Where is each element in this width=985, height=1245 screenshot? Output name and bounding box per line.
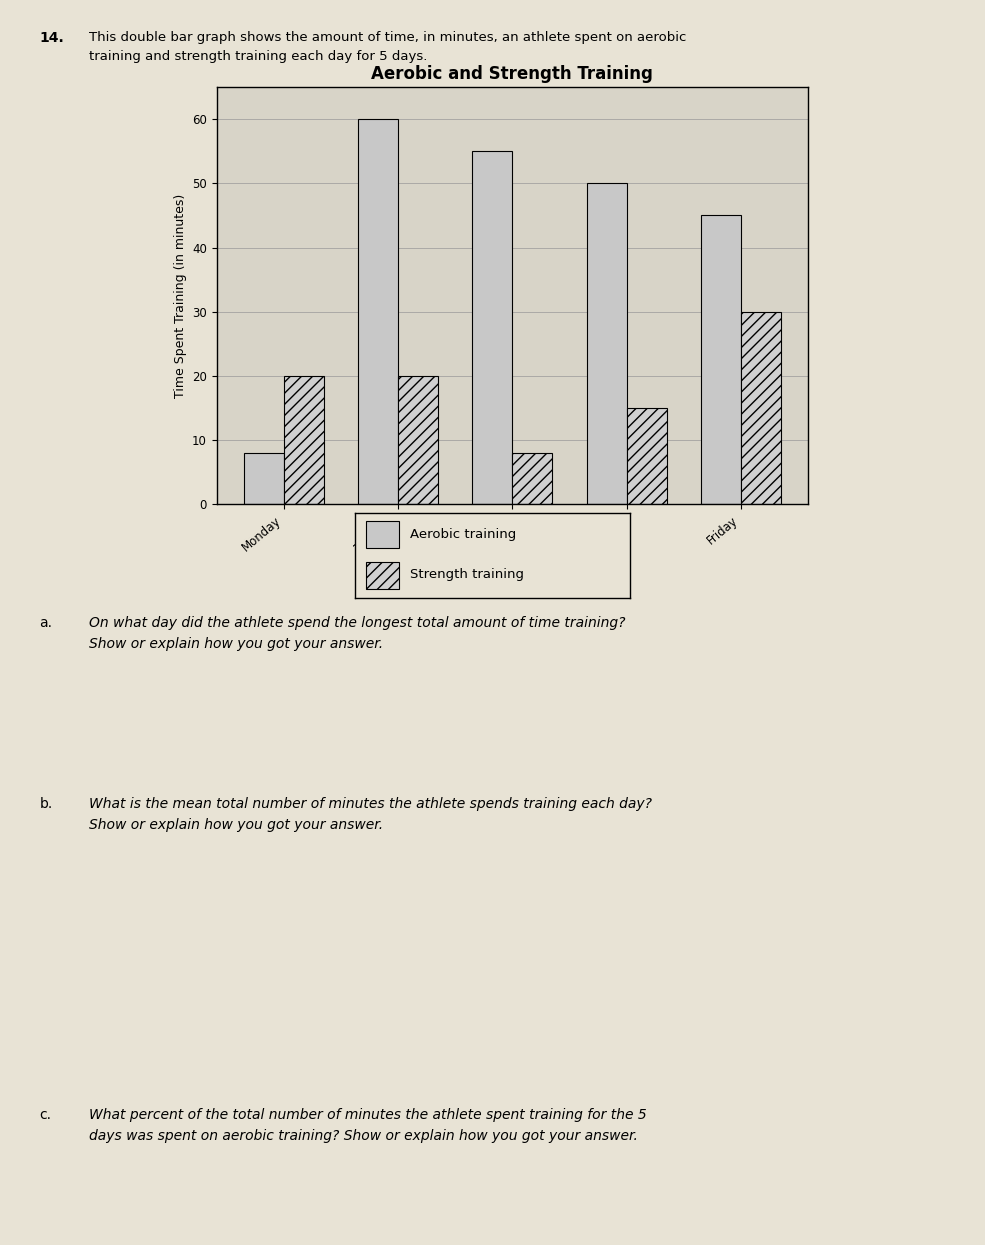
Text: training and strength training each day for 5 days.: training and strength training each day … bbox=[89, 50, 427, 62]
Bar bbox=[741, 311, 781, 504]
Text: a.: a. bbox=[39, 616, 52, 630]
Text: 14.: 14. bbox=[39, 31, 64, 45]
Text: c.: c. bbox=[39, 1108, 51, 1122]
Bar bbox=[358, 120, 398, 504]
Text: Aerobic training: Aerobic training bbox=[410, 528, 516, 540]
Text: b.: b. bbox=[39, 797, 52, 810]
Bar bbox=[365, 561, 399, 589]
Bar bbox=[365, 522, 399, 549]
Bar bbox=[700, 215, 741, 504]
X-axis label: Day of the Week: Day of the Week bbox=[460, 576, 564, 589]
Title: Aerobic and Strength Training: Aerobic and Strength Training bbox=[371, 65, 653, 83]
Bar bbox=[284, 376, 324, 504]
Text: Show or explain how you got your answer.: Show or explain how you got your answer. bbox=[89, 818, 383, 832]
Bar bbox=[398, 376, 438, 504]
Text: days was spent on aerobic training? Show or explain how you got your answer.: days was spent on aerobic training? Show… bbox=[89, 1129, 637, 1143]
Text: This double bar graph shows the amount of time, in minutes, an athlete spent on : This double bar graph shows the amount o… bbox=[89, 31, 686, 44]
Text: What is the mean total number of minutes the athlete spends training each day?: What is the mean total number of minutes… bbox=[89, 797, 652, 810]
Y-axis label: Time Spent Training (in minutes): Time Spent Training (in minutes) bbox=[173, 193, 186, 398]
Text: Show or explain how you got your answer.: Show or explain how you got your answer. bbox=[89, 637, 383, 651]
Text: What percent of the total number of minutes the athlete spent training for the 5: What percent of the total number of minu… bbox=[89, 1108, 646, 1122]
Bar bbox=[472, 152, 512, 504]
Bar bbox=[243, 453, 284, 504]
Text: Strength training: Strength training bbox=[410, 568, 524, 581]
Bar bbox=[512, 453, 553, 504]
Bar bbox=[626, 408, 667, 504]
Text: On what day did the athlete spend the longest total amount of time training?: On what day did the athlete spend the lo… bbox=[89, 616, 625, 630]
Bar bbox=[586, 183, 626, 504]
